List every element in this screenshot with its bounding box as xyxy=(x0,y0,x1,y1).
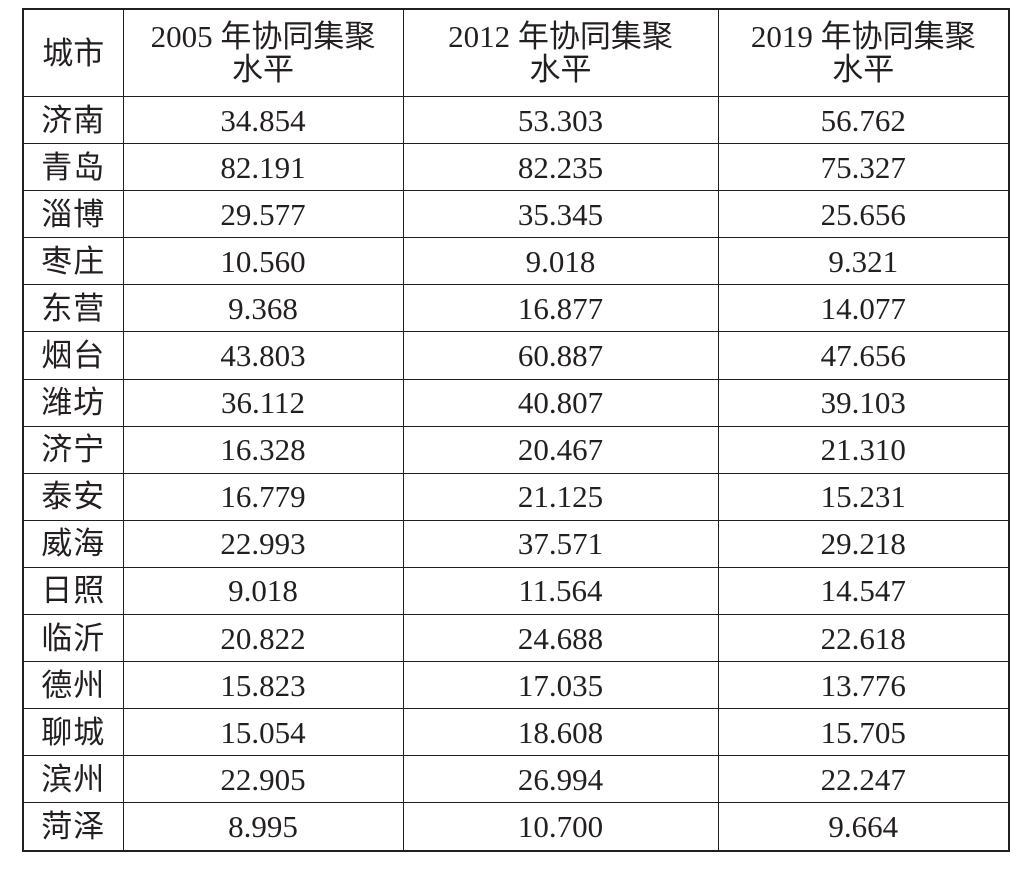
header-2012: 2012 年协同集聚 水平 xyxy=(402,8,719,97)
table-row: 东营 9.368 16.877 14.077 xyxy=(22,284,1010,333)
table-body: 济南 34.854 53.303 56.762 青岛 82.191 82.235 75.327… xyxy=(22,95,1010,851)
cell-value-2005: 82.191 xyxy=(122,143,404,192)
cell-value-2019: 22.618 xyxy=(717,614,1010,663)
cell-city: 烟台 xyxy=(22,331,124,380)
cell-value-2005: 20.822 xyxy=(122,614,404,663)
cell-city: 临沂 xyxy=(22,614,124,663)
cell-value-2005: 16.328 xyxy=(122,425,404,474)
table-row: 泰安 16.779 21.125 15.231 xyxy=(22,472,1010,521)
table-header: 城市 2005 年协同集聚 水平 2012 年协同集聚 水平 2019 年协同集… xyxy=(22,8,1010,97)
data-table-container: 城市 2005 年协同集聚 水平 2012 年协同集聚 水平 2019 年协同集… xyxy=(22,8,1010,852)
cell-value-2005: 9.368 xyxy=(122,284,404,333)
co-agglomeration-table: 城市 2005 年协同集聚 水平 2012 年协同集聚 水平 2019 年协同集… xyxy=(22,8,1010,852)
cell-value-2005: 29.577 xyxy=(122,190,404,239)
cell-value-2012: 35.345 xyxy=(402,190,719,239)
table-row: 淄博 29.577 35.345 25.656 xyxy=(22,190,1010,239)
cell-value-2005: 8.995 xyxy=(122,802,404,851)
cell-value-2012: 10.700 xyxy=(402,802,719,851)
cell-city: 聊城 xyxy=(22,708,124,757)
cell-value-2005: 22.993 xyxy=(122,519,404,568)
header-2012-line2: 水平 xyxy=(529,52,592,87)
cell-value-2005: 9.018 xyxy=(122,566,404,616)
cell-value-2005: 22.905 xyxy=(122,755,404,804)
table-row: 枣庄 10.560 9.018 9.321 xyxy=(22,237,1010,286)
table-row: 滨州 22.905 26.994 22.247 xyxy=(22,755,1010,804)
cell-value-2012: 20.467 xyxy=(402,425,719,474)
cell-value-2019: 15.705 xyxy=(717,708,1010,757)
header-2019-line1: 2019 年协同集聚 xyxy=(750,19,976,54)
cell-city: 济南 xyxy=(22,95,124,145)
cell-city: 日照 xyxy=(22,566,124,616)
cell-city: 潍坊 xyxy=(22,378,124,427)
cell-value-2012: 26.994 xyxy=(402,755,719,804)
table-row: 济南 34.854 53.303 56.762 xyxy=(22,95,1010,145)
table-row: 青岛 82.191 82.235 75.327 xyxy=(22,143,1010,192)
cell-value-2019: 25.656 xyxy=(717,190,1010,239)
header-2005: 2005 年协同集聚 水平 xyxy=(122,8,404,97)
cell-value-2019: 9.321 xyxy=(717,237,1010,286)
table-row: 潍坊 36.112 40.807 39.103 xyxy=(22,378,1010,427)
cell-city: 淄博 xyxy=(22,190,124,239)
cell-value-2012: 9.018 xyxy=(402,237,719,286)
header-2019-line2: 水平 xyxy=(832,52,895,87)
cell-value-2019: 22.247 xyxy=(717,755,1010,804)
cell-value-2019: 75.327 xyxy=(717,143,1010,192)
header-2012-line1: 2012 年协同集聚 xyxy=(448,19,673,54)
cell-value-2019: 14.547 xyxy=(717,566,1010,616)
cell-city: 滨州 xyxy=(22,755,124,804)
cell-city: 青岛 xyxy=(22,143,124,192)
cell-value-2019: 9.664 xyxy=(717,802,1010,851)
table-row: 聊城 15.054 18.608 15.705 xyxy=(22,708,1010,757)
table-row: 日照 9.018 11.564 14.547 xyxy=(22,566,1010,616)
cell-value-2005: 34.854 xyxy=(122,95,404,145)
header-2019: 2019 年协同集聚 水平 xyxy=(717,8,1010,97)
cell-value-2012: 17.035 xyxy=(402,661,719,710)
header-2005-line1: 2005 年协同集聚 xyxy=(150,19,376,54)
cell-value-2005: 10.560 xyxy=(122,237,404,286)
cell-value-2005: 15.054 xyxy=(122,708,404,757)
cell-value-2012: 37.571 xyxy=(402,519,719,568)
cell-value-2005: 36.112 xyxy=(122,378,404,427)
cell-value-2005: 43.803 xyxy=(122,331,404,380)
table-row: 菏泽 8.995 10.700 9.664 xyxy=(22,802,1010,851)
table-row: 济宁 16.328 20.467 21.310 xyxy=(22,425,1010,474)
table-row: 烟台 43.803 60.887 47.656 xyxy=(22,331,1010,380)
cell-value-2019: 21.310 xyxy=(717,425,1010,474)
cell-value-2005: 15.823 xyxy=(122,661,404,710)
cell-city: 枣庄 xyxy=(22,237,124,286)
table-row: 威海 22.993 37.571 29.218 xyxy=(22,519,1010,568)
cell-city: 德州 xyxy=(22,661,124,710)
table-row: 临沂 20.822 24.688 22.618 xyxy=(22,614,1010,663)
cell-value-2012: 16.877 xyxy=(402,284,719,333)
cell-value-2012: 53.303 xyxy=(402,95,719,145)
header-city: 城市 xyxy=(22,8,124,97)
cell-city: 济宁 xyxy=(22,425,124,474)
cell-value-2012: 40.807 xyxy=(402,378,719,427)
cell-value-2012: 18.608 xyxy=(402,708,719,757)
cell-value-2019: 39.103 xyxy=(717,378,1010,427)
cell-value-2012: 11.564 xyxy=(402,566,719,616)
cell-value-2012: 21.125 xyxy=(402,472,719,521)
cell-city: 菏泽 xyxy=(22,802,124,851)
cell-value-2019: 29.218 xyxy=(717,519,1010,568)
cell-value-2012: 82.235 xyxy=(402,143,719,192)
cell-value-2005: 16.779 xyxy=(122,472,404,521)
table-row: 德州 15.823 17.035 13.776 xyxy=(22,661,1010,710)
cell-value-2012: 24.688 xyxy=(402,614,719,663)
cell-city: 东营 xyxy=(22,284,124,333)
cell-value-2019: 14.077 xyxy=(717,284,1010,333)
cell-city: 威海 xyxy=(22,519,124,568)
header-2005-line2: 水平 xyxy=(232,52,294,87)
header-row: 城市 2005 年协同集聚 水平 2012 年协同集聚 水平 2019 年协同集… xyxy=(22,8,1010,97)
cell-value-2012: 60.887 xyxy=(402,331,719,380)
cell-value-2019: 13.776 xyxy=(717,661,1010,710)
cell-city: 泰安 xyxy=(22,472,124,521)
cell-value-2019: 15.231 xyxy=(717,472,1010,521)
cell-value-2019: 47.656 xyxy=(717,331,1010,380)
cell-value-2019: 56.762 xyxy=(717,95,1010,145)
